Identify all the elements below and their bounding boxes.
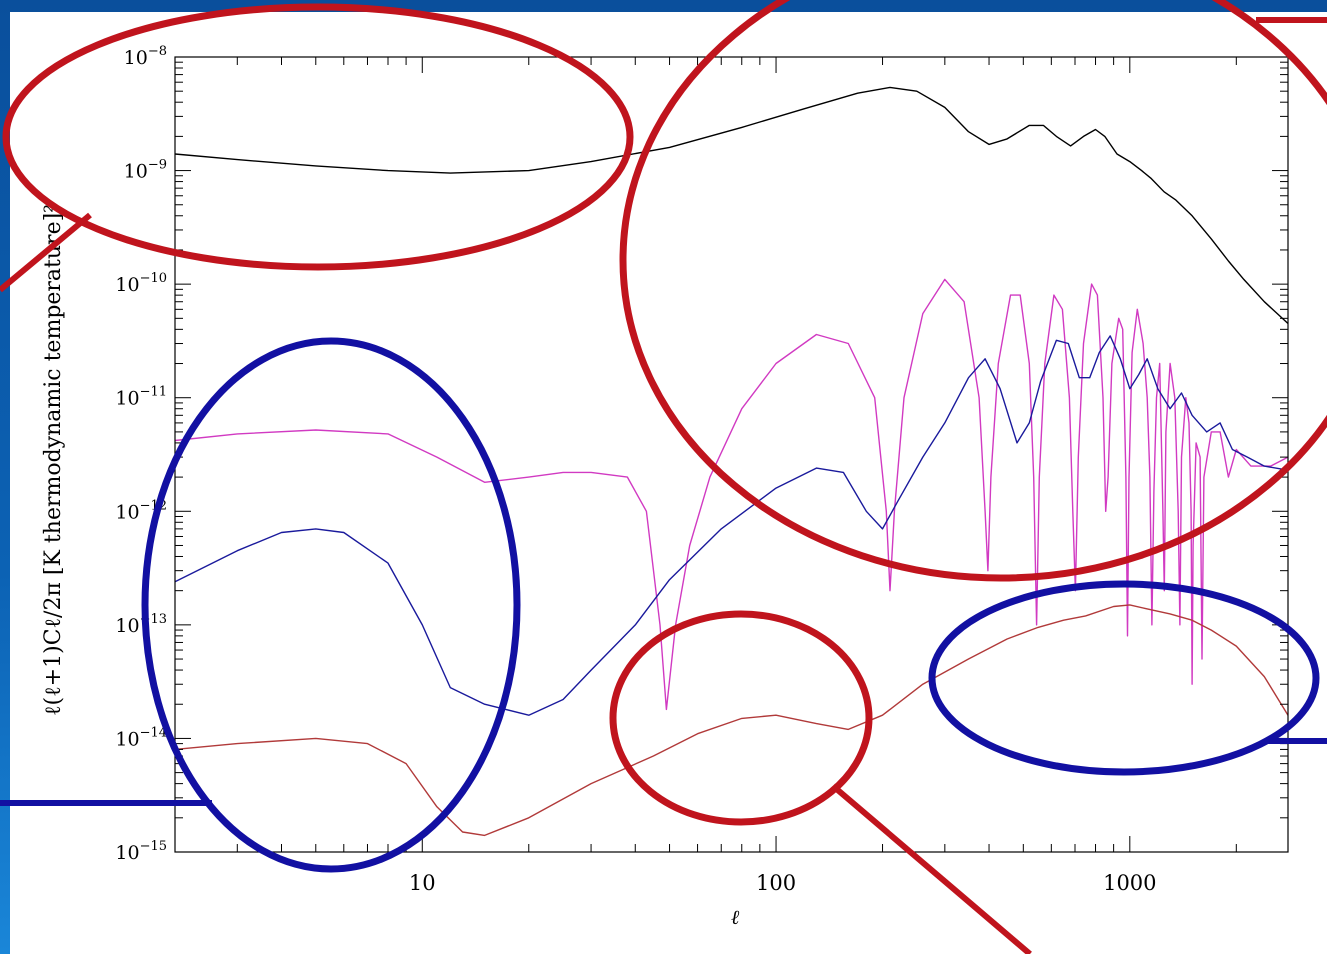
y-tick-label: 10−11: [115, 385, 167, 410]
red-ellipse-acoustic-peaks: [619, 0, 1327, 582]
y-axis-label: ℓ(ℓ+1)Cℓ/2π [K thermodynamic temperature…: [41, 204, 66, 716]
y-tick-label: 10−15: [115, 839, 167, 864]
red-callout-top-left: [0, 212, 92, 293]
blue-ellipse-high-l: [928, 580, 1320, 776]
series-line-2: [174, 278, 1289, 711]
y-tick-label: 10−8: [124, 44, 167, 69]
plot-frame: [174, 56, 1289, 853]
blue-ellipse-low-l: [141, 337, 521, 873]
series-line-3: [174, 335, 1289, 716]
y-tick-label: 10−10: [115, 271, 167, 296]
red-callout-bottom: [831, 783, 1032, 954]
red-ellipse-low-l: [2, 3, 634, 271]
red-ellipse-mid-l: [609, 610, 873, 826]
x-axis-label: ℓ: [731, 905, 740, 929]
x-tick-label: 10: [409, 871, 436, 895]
y-tick-label: 10−13: [115, 612, 167, 637]
x-tick-label: 100: [756, 871, 796, 895]
x-tick-label: 1000: [1103, 871, 1156, 895]
y-tick-label: 10−9: [124, 158, 167, 183]
series-line-4: [174, 604, 1289, 837]
series-line-1: [174, 86, 1289, 325]
y-tick-label: 10−14: [115, 725, 167, 750]
